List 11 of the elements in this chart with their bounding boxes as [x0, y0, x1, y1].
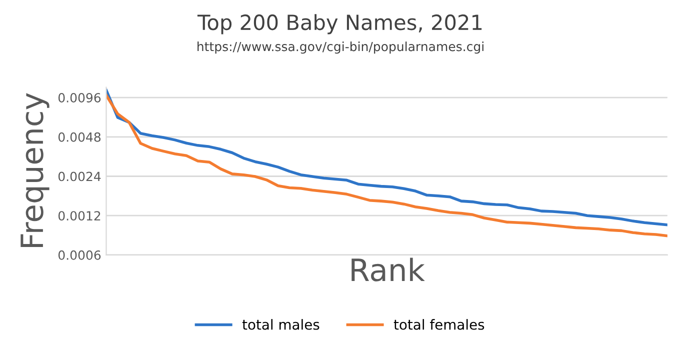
- chart-title: Top 200 Baby Names, 2021: [197, 14, 482, 34]
- legend-label: total females: [394, 319, 484, 330]
- y-tick-label: 0.0006: [58, 250, 101, 260]
- x-axis-title: Rank: [352, 258, 425, 282]
- y-tick-label: 0.0024: [58, 172, 101, 182]
- y-tick-label: 0.0096: [58, 93, 101, 102]
- y-tick-label: 0.0012: [58, 211, 100, 221]
- legend-label: total males: [242, 319, 320, 330]
- y-tick-label: 0.0048: [58, 132, 101, 142]
- y-axis-title: Frequency: [20, 93, 50, 248]
- chart-subtitle: https://www.ssa.gov/cgi-bin/popularnames.cgi: [198, 42, 484, 54]
